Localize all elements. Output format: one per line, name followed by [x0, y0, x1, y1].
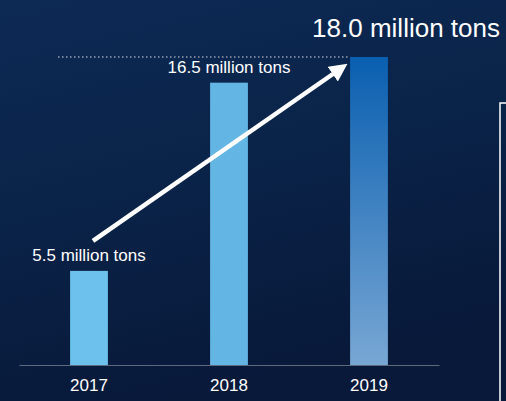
x-tick: 2017: [70, 365, 108, 395]
bar: [350, 57, 388, 365]
x-tick: 2018: [210, 365, 248, 395]
data-label: 18.0 million tons: [312, 13, 500, 43]
x-axis-line: [20, 365, 440, 366]
panel-border: [500, 103, 506, 401]
data-label: 5.5 million tons: [32, 246, 145, 265]
x-tick: 2019: [350, 365, 388, 395]
bars: [70, 57, 388, 365]
x-tick-label: 2019: [350, 376, 388, 395]
x-axis: 2017 2018 2019: [20, 365, 440, 395]
data-labels: 5.5 million tons 16.5 million tons 18.0 mi…: [32, 13, 500, 265]
x-tick-label: 2017: [70, 376, 108, 395]
background: [0, 0, 506, 401]
x-tick-label: 2018: [210, 376, 248, 395]
trend-arrow: [93, 69, 340, 241]
bar: [70, 271, 108, 365]
bar: [210, 83, 248, 365]
chart: 2017 2018 2019 5.5 million tons 16.5 million…: [0, 0, 506, 401]
data-label: 16.5 million tons: [168, 58, 291, 77]
